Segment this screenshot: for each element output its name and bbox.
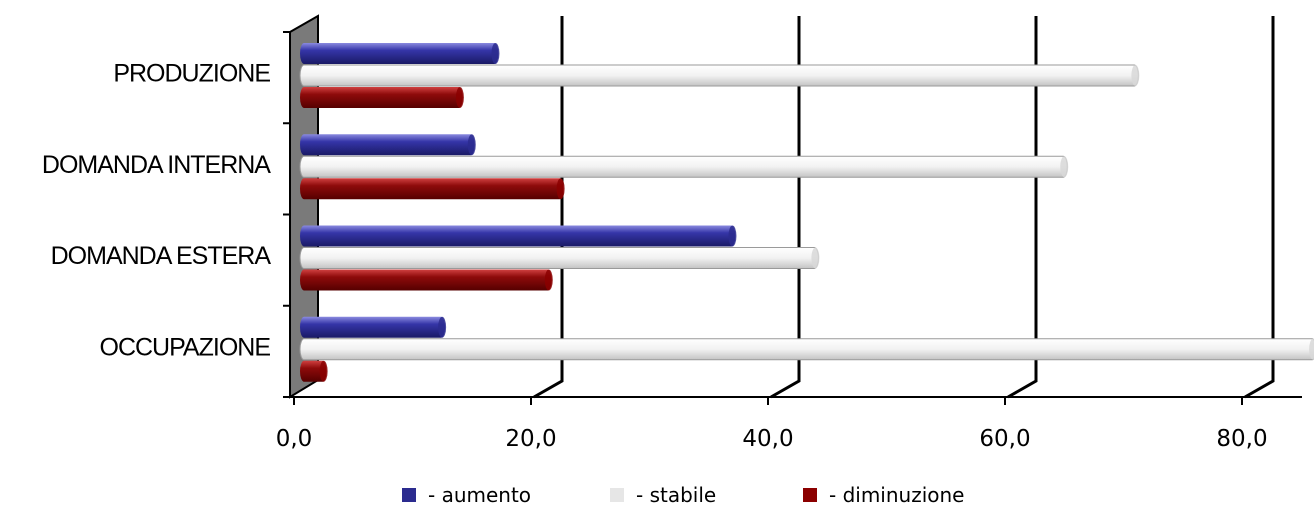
legend: - aumento - stabile - diminuzione [402,483,965,507]
legend-label: - stabile [636,483,716,507]
category-label: PRODUZIONE [113,60,270,88]
legend-swatch [803,488,817,502]
bar [300,134,476,156]
x-tick-label: 0,0 [276,426,313,452]
gridline-1 [533,16,564,399]
category-labels: PRODUZIONE DOMANDA INTERNA DOMANDA ESTERA O… [42,60,272,362]
bar [300,43,500,64]
x-tick-label: 60,0 [979,426,1030,452]
gridline-4 [1244,16,1275,399]
category-label: DOMANDA INTERNA [42,151,271,179]
category-label: OCCUPAZIONE [100,333,271,361]
x-tick-label: 20,0 [505,426,556,452]
bar [299,338,1314,361]
x-tick-labels: 0,0 20,0 40,0 60,0 80,0 [276,397,1268,452]
gridline-2 [770,16,801,399]
x-tick-label: 80,0 [1216,426,1267,452]
gridlines [533,16,1275,399]
category-label: DOMANDA ESTERA [51,242,272,270]
legend-label: - aumento [428,483,531,507]
bar [300,360,328,382]
legend-swatch [610,488,624,502]
bars [299,43,1314,382]
legend-swatch [402,488,416,502]
bar [300,269,553,291]
bar [299,247,820,269]
legend-label: - diminuzione [829,483,965,507]
bar [300,225,737,247]
category-ticks [283,31,290,398]
gridline-3 [1007,16,1038,399]
x-tick-label: 40,0 [742,426,793,452]
bar [299,155,1069,178]
bar [300,178,565,200]
bar [299,64,1140,87]
bar [300,316,447,338]
bar [300,87,464,108]
